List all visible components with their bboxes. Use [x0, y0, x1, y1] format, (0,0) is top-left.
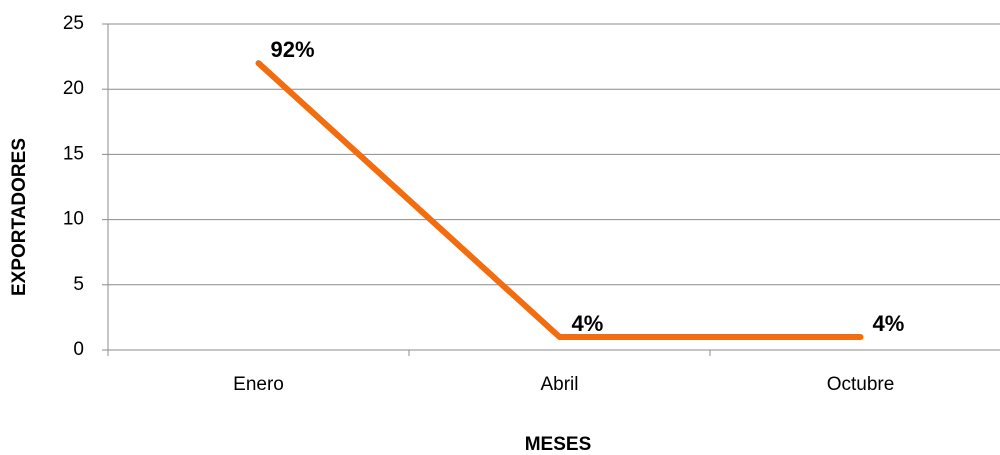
point-label: 92%	[271, 37, 315, 62]
x-tick-label: Abril	[540, 374, 578, 395]
point-label: 4%	[572, 311, 604, 336]
y-tick-label: 15	[63, 143, 84, 164]
point-label: 4%	[873, 311, 905, 336]
x-tick-label: Enero	[233, 374, 284, 395]
x-tick-label: Octubre	[827, 374, 895, 395]
y-axis-title: EXPORTADORES	[9, 138, 30, 296]
data-line	[255, 60, 864, 340]
y-tick-label: 20	[63, 78, 84, 99]
y-tick-label: 10	[63, 209, 84, 230]
y-tick-label: 0	[73, 339, 84, 360]
x-axis-title: MESES	[525, 434, 592, 455]
y-tick-label: 5	[73, 274, 84, 295]
y-tick-label: 25	[63, 13, 84, 34]
